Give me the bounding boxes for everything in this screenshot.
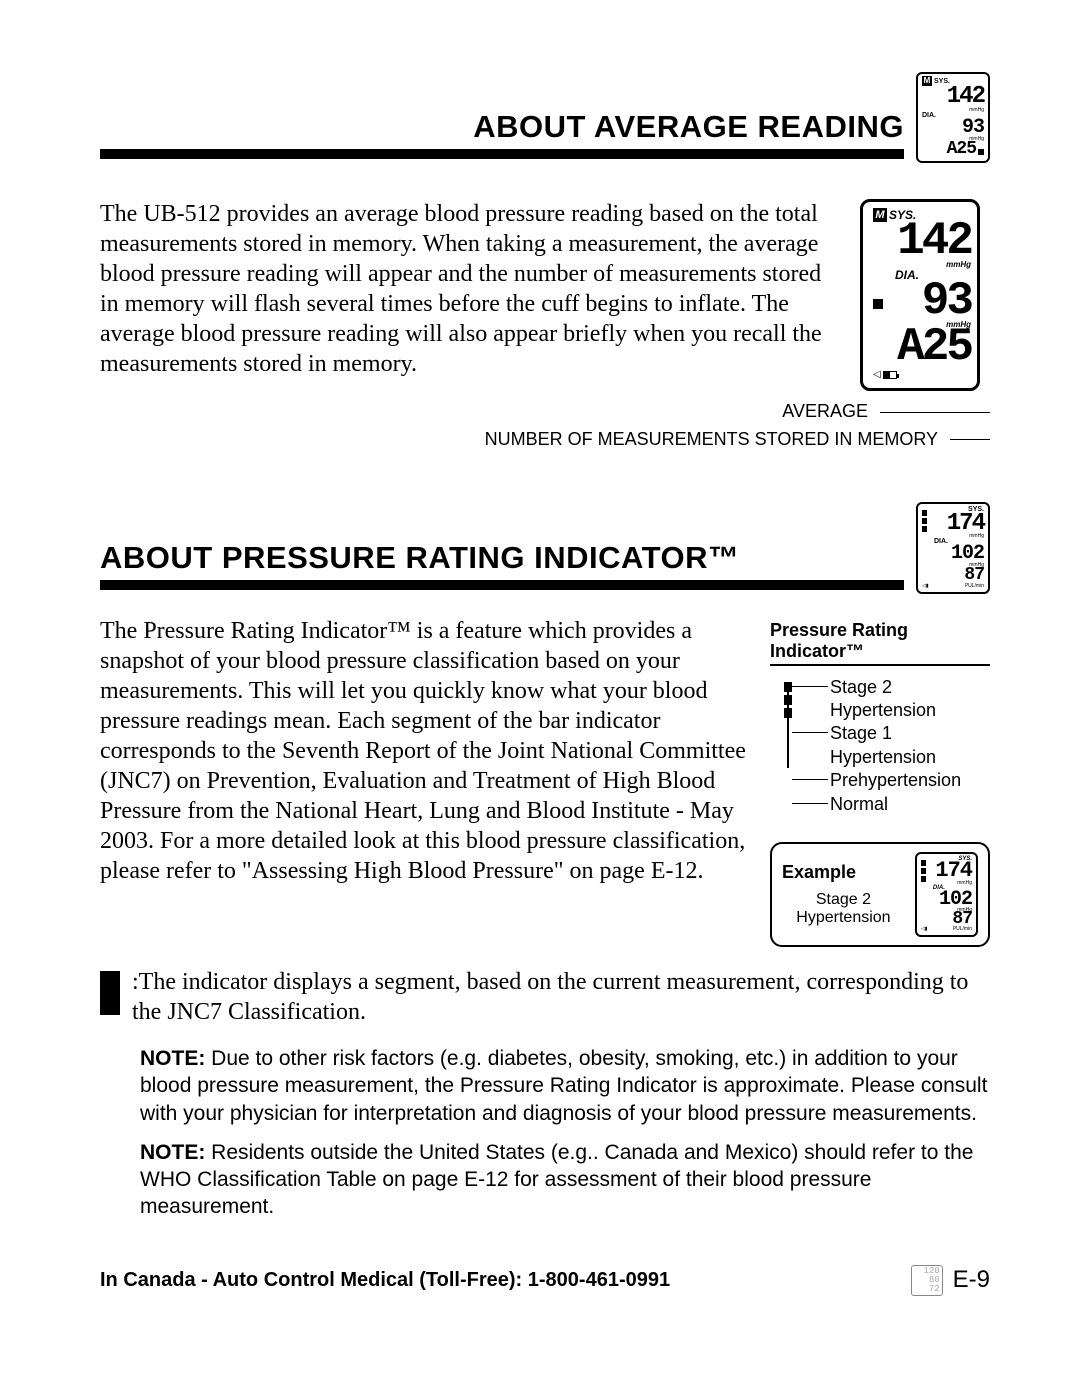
example-lcd: SYS. 174 mmHg DIA. 102 mmHg 87 ◁▮PUL/min [915,852,978,937]
pri-sidebar: Pressure Rating Indicator™ Stage 2 Hyper… [770,616,990,947]
lcd-main-avg: A25 [873,328,971,367]
example-box: Example Stage 2 Hypertension SYS. 174 mm… [770,842,990,947]
lcd2-dia: 102 [922,545,984,563]
footer: In Canada - Auto Control Medical (Toll-F… [100,1265,990,1296]
note1-text: Due to other risk factors (e.g. diabetes… [140,1047,987,1125]
example-label: Example [782,862,905,883]
section1-body: The UB-512 provides an average blood pre… [100,199,836,379]
section1-bar [100,149,904,159]
lcd-avg: A25 [922,141,976,157]
section1-lcd-thumb: MSYS. 142 mmHg DIA. 93 mmHg A25 [916,72,990,163]
lcd2-pulse: 87 [922,567,984,583]
footer-lcd: 120 80 72 [911,1265,943,1296]
pri-legend: Stage 2 Hypertension Stage 1 Hypertensio… [770,676,990,828]
indicator-note: :The indicator displays a segment, based… [100,967,990,1027]
section2-bar [100,580,904,590]
pri-title: Pressure Rating Indicator™ [770,620,990,666]
legend-item: Stage 2 Hypertension [830,677,936,720]
note-label: NOTE: [140,1047,205,1070]
legend-item: Prehypertension [830,770,961,790]
page-number: E-9 [953,1266,990,1294]
footer-left: In Canada - Auto Control Medical (Toll-F… [100,1269,670,1292]
lcd-main-sys: 142 [873,222,971,261]
lcd2-sys: 174 [922,513,984,535]
section1-title: ABOUT AVERAGE READING [100,109,904,147]
note2-text: Residents outside the United States (e.g… [140,1141,973,1219]
lcd-main-dia: 93 [883,282,971,321]
legend-item: Stage 1 Hypertension [830,723,936,766]
section1-callouts: AVERAGE NUMBER OF MEASUREMENTS STORED IN… [100,399,990,451]
indicator-block-icon [100,971,120,1015]
section2-lcd-thumb: SYS. 174 mmHg DIA. 102 mmHg 87 ◁▮PUL/min [916,502,990,594]
lcd-dia: 93 [922,119,984,137]
section1-row: The UB-512 provides an average blood pre… [100,199,990,392]
section1-header: ABOUT AVERAGE READING MSYS. 142 mmHg DIA… [100,72,990,159]
section1-lcd-main: MSYS. 142 mmHg DIA. 93 mmHg A25 ◁ [860,199,980,392]
notes: NOTE: Due to other risk factors (e.g. di… [100,1045,990,1221]
legend-item: Normal [830,794,888,814]
ex-sys: 174 [921,862,972,881]
lcd-sys: 142 [922,86,984,108]
indicator-text: :The indicator displays a segment, based… [132,967,990,1027]
note-label: NOTE: [140,1141,205,1164]
ex-pulse: 87 [921,912,972,927]
section2-body: The Pressure Rating Indicator™ is a feat… [100,616,746,886]
example-class: Stage 2 Hypertension [796,891,890,926]
callout-count: NUMBER OF MEASUREMENTS STORED IN MEMORY [485,427,938,452]
section2-header: ABOUT PRESSURE RATING INDICATOR™ SYS. 17… [100,502,990,590]
ex-dia: 102 [921,891,972,908]
section2-title: ABOUT PRESSURE RATING INDICATOR™ [100,540,904,578]
section2-row: The Pressure Rating Indicator™ is a feat… [100,616,990,947]
callout-average: AVERAGE [782,399,868,424]
